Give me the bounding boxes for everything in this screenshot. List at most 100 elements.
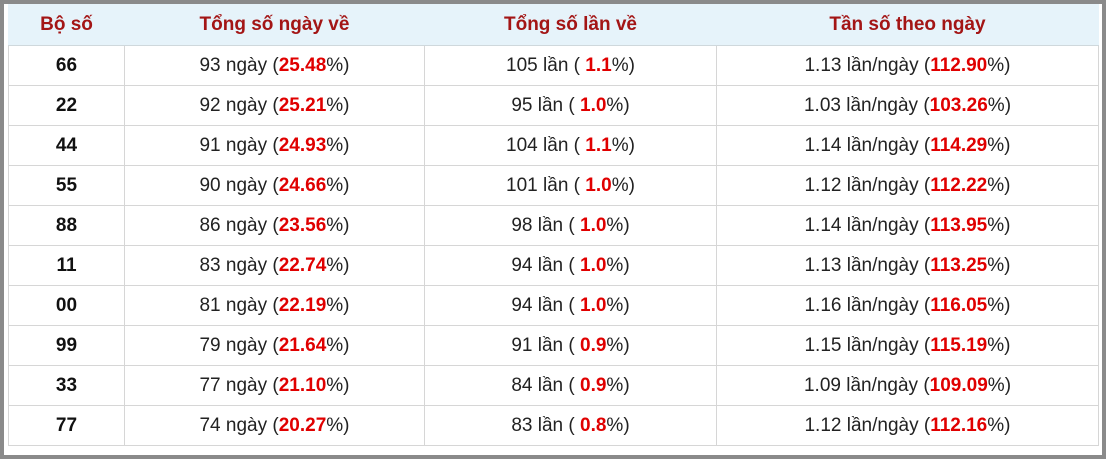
cell-text: %) <box>987 134 1011 156</box>
cell-text: 95 lần ( <box>511 94 580 116</box>
key-cell: 22 <box>8 85 125 126</box>
cell-text: 1.12 lần/ngày ( <box>804 414 931 436</box>
cell-text: 98 lần ( <box>511 214 580 236</box>
value-cell: 84 lần ( 0.9%) <box>424 365 717 406</box>
highlight-value: 20.27 <box>278 414 327 436</box>
highlight-value: 1.0 <box>580 214 607 236</box>
cell-text: 93 ngày ( <box>199 54 279 76</box>
cell-text: 84 lần ( <box>511 374 580 396</box>
value-cell: 1.03 lần/ngày (103.26%) <box>716 85 1099 126</box>
value-cell: 77 ngày (21.10%) <box>124 365 425 406</box>
cell-text: %) <box>606 374 630 396</box>
cell-text: 83 ngày ( <box>199 254 279 276</box>
cell-text: 105 lần ( <box>506 54 586 76</box>
value-cell: 86 ngày (23.56%) <box>124 205 425 246</box>
cell-text: %) <box>326 294 350 316</box>
value-cell: 95 lần ( 1.0%) <box>424 85 717 126</box>
key-cell: 66 <box>8 45 125 86</box>
cell-text: 90 ngày ( <box>199 174 279 196</box>
header-cell: Bộ số <box>8 4 125 46</box>
header-row: Bộ số Tổng số ngày về Tổng số lần về Tần số… <box>8 4 1099 46</box>
table-row: 55 90 ngày (24.66%) 101 lần ( 1.0%) 1.12 lầ… <box>8 165 1099 206</box>
cell-text: %) <box>987 294 1011 316</box>
cell-text: 1.12 lần/ngày ( <box>804 174 931 196</box>
table-row: 66 93 ngày (25.48%) 105 lần ( 1.1%) 1.13 lầ… <box>8 45 1099 86</box>
cell-text: %) <box>987 334 1011 356</box>
cell-text: 91 lần ( <box>511 334 580 356</box>
cell-text: %) <box>606 214 630 236</box>
cell-text: %) <box>326 54 350 76</box>
highlight-value: 1.0 <box>585 174 612 196</box>
cell-text: 86 ngày ( <box>199 214 279 236</box>
highlight-value: 113.95 <box>930 214 988 236</box>
highlight-value: 22.74 <box>278 254 327 276</box>
key-cell: 11 <box>8 245 125 286</box>
header-cell: Tần số theo ngày <box>716 4 1099 46</box>
value-cell: 1.13 lần/ngày (112.90%) <box>716 45 1099 86</box>
table-row: 77 74 ngày (20.27%) 83 lần ( 0.8%) 1.12 lần… <box>8 405 1099 446</box>
highlight-value: 109.09 <box>929 374 988 396</box>
cell-text: %) <box>606 254 630 276</box>
value-cell: 83 ngày (22.74%) <box>124 245 425 286</box>
cell-text: 94 lần ( <box>511 294 580 316</box>
value-cell: 83 lần ( 0.8%) <box>424 405 717 446</box>
highlight-value: 24.66 <box>278 174 327 196</box>
value-cell: 1.16 lần/ngày (116.05%) <box>716 285 1099 326</box>
highlight-value: 22.19 <box>278 294 327 316</box>
cell-text: %) <box>326 134 350 156</box>
cell-text: %) <box>606 294 630 316</box>
value-cell: 104 lần ( 1.1%) <box>424 125 717 166</box>
cell-text: 83 lần ( <box>511 414 580 436</box>
cell-text: %) <box>987 174 1011 196</box>
key-cell: 55 <box>8 165 125 206</box>
value-cell: 1.12 lần/ngày (112.16%) <box>716 405 1099 446</box>
cell-text: 1.15 lần/ngày ( <box>804 334 931 356</box>
highlight-value: 113.25 <box>930 254 988 276</box>
value-cell: 91 ngày (24.93%) <box>124 125 425 166</box>
key-cell: 88 <box>8 205 125 246</box>
key-cell: 77 <box>8 405 125 446</box>
cell-text: %) <box>606 334 630 356</box>
highlight-value: 23.56 <box>278 214 327 236</box>
cell-text: 92 ngày ( <box>199 94 279 116</box>
key-cell: 44 <box>8 125 125 166</box>
cell-text: 1.13 lần/ngày ( <box>804 54 931 76</box>
highlight-value: 1.1 <box>585 54 612 76</box>
table-row: 99 79 ngày (21.64%) 91 lần ( 0.9%) 1.15 lần… <box>8 325 1099 366</box>
highlight-value: 112.22 <box>930 174 988 196</box>
table-row: 33 77 ngày (21.10%) 84 lần ( 0.9%) 1.09 lần… <box>8 365 1099 406</box>
highlight-value: 112.90 <box>930 54 988 76</box>
table-row: 44 91 ngày (24.93%) 104 lần ( 1.1%) 1.14 lầ… <box>8 125 1099 166</box>
cell-text: 1.13 lần/ngày ( <box>804 254 931 276</box>
cell-text: 74 ngày ( <box>199 414 279 436</box>
cell-text: 1.14 lần/ngày ( <box>804 134 931 156</box>
table-row: 88 86 ngày (23.56%) 98 lần ( 1.0%) 1.14 lần… <box>8 205 1099 246</box>
cell-text: %) <box>987 254 1011 276</box>
header-cell: Tổng số ngày về <box>124 4 425 46</box>
value-cell: 90 ngày (24.66%) <box>124 165 425 206</box>
highlight-value: 103.26 <box>929 94 988 116</box>
cell-text: 1.14 lần/ngày ( <box>804 214 931 236</box>
highlight-value: 0.8 <box>580 414 607 436</box>
highlight-value: 1.0 <box>580 254 607 276</box>
cell-text: 77 ngày ( <box>199 374 279 396</box>
table-row: 22 92 ngày (25.21%) 95 lần ( 1.0%) 1.03 lần… <box>8 85 1099 126</box>
cell-text: %) <box>326 214 350 236</box>
value-cell: 1.12 lần/ngày (112.22%) <box>716 165 1099 206</box>
value-cell: 101 lần ( 1.0%) <box>424 165 717 206</box>
cell-text: %) <box>611 134 635 156</box>
cell-text: 81 ngày ( <box>199 294 279 316</box>
cell-text: %) <box>326 174 350 196</box>
value-cell: 105 lần ( 1.1%) <box>424 45 717 86</box>
highlight-value: 24.93 <box>278 134 327 156</box>
cell-text: %) <box>611 174 635 196</box>
highlight-value: 25.21 <box>278 94 327 116</box>
table-body: 66 93 ngày (25.48%) 105 lần ( 1.1%) 1.13 lầ… <box>8 45 1099 446</box>
key-cell: 99 <box>8 325 125 366</box>
cell-text: %) <box>987 414 1011 436</box>
value-cell: 1.13 lần/ngày (113.25%) <box>716 245 1099 286</box>
cell-text: %) <box>326 414 350 436</box>
cell-text: 101 lần ( <box>506 174 586 196</box>
value-cell: 1.09 lần/ngày (109.09%) <box>716 365 1099 406</box>
highlight-value: 0.9 <box>580 374 607 396</box>
